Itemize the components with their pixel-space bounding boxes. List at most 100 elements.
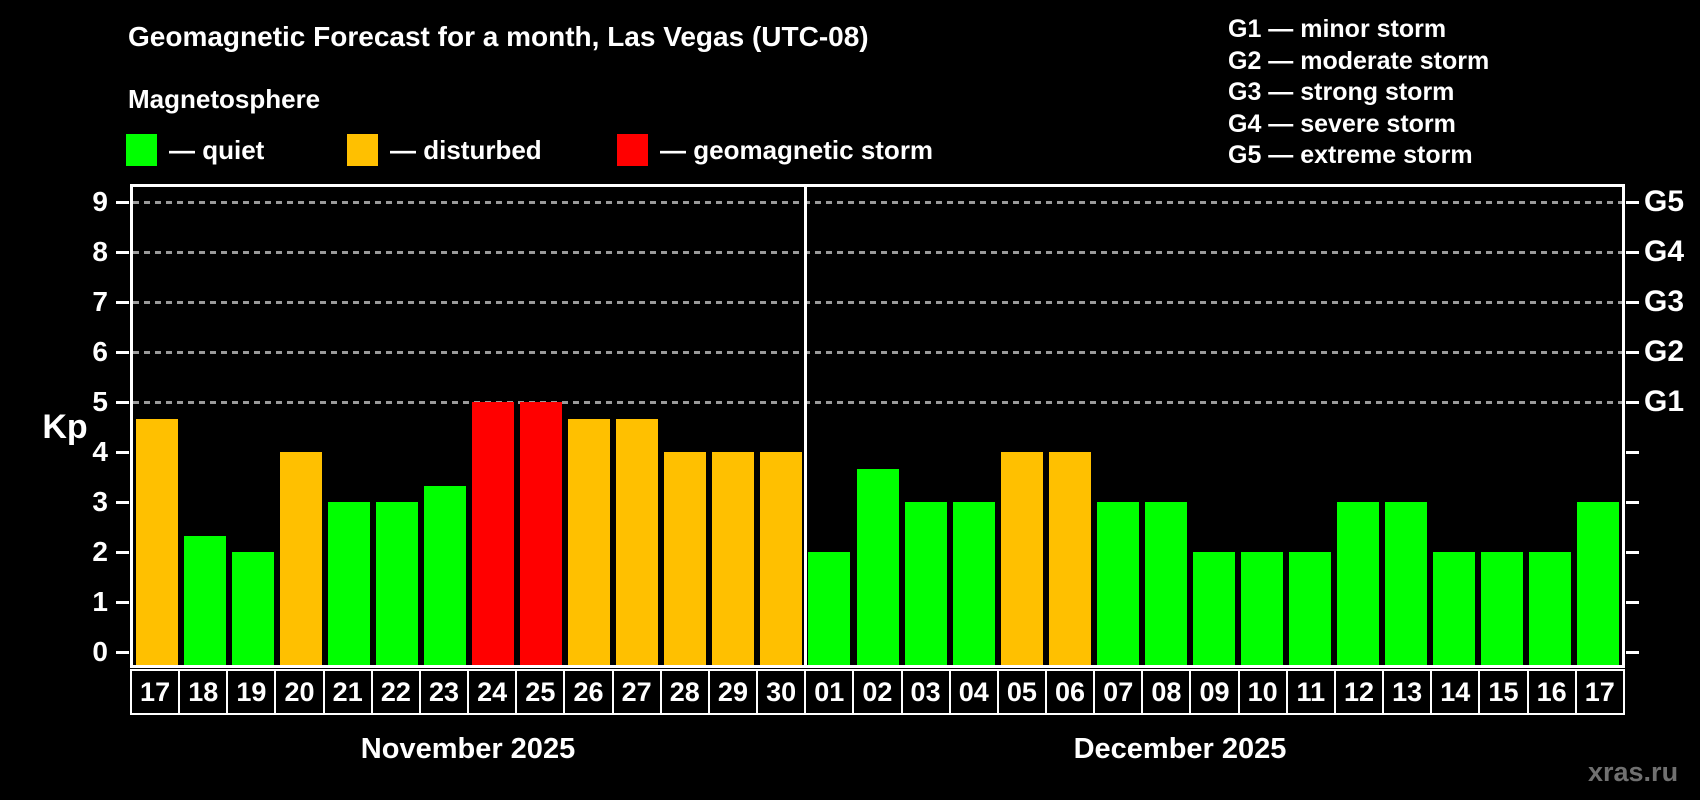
y-axis-tick-right-3 [1626, 501, 1639, 504]
y-axis-label-9: 9 [92, 186, 108, 217]
day-label-december-15: 15 [1478, 669, 1529, 715]
day-label-november-18: 18 [178, 669, 229, 715]
bar-november-20 [280, 452, 323, 665]
bar-december-08 [1144, 502, 1187, 665]
y-axis-label-5: 5 [92, 386, 108, 417]
bar-november-23 [424, 485, 467, 665]
chart-subtitle: Magnetosphere [128, 84, 321, 114]
bar-december-02 [856, 468, 899, 665]
legend-item-quiet: — quiet [126, 133, 264, 167]
day-label-december-12: 12 [1333, 669, 1385, 715]
day-label-december-10: 10 [1237, 669, 1288, 715]
bar-december-06 [1048, 452, 1091, 665]
y-axis-tick-right-5 [1626, 401, 1639, 404]
day-label-november-25: 25 [515, 669, 566, 715]
day-label-december-03: 03 [900, 669, 951, 715]
day-label-december-02: 02 [852, 669, 903, 715]
g2-legend-line: G2 — moderate storm [1228, 46, 1490, 75]
day-label-november-23: 23 [418, 669, 470, 715]
gridline-kp7 [133, 301, 1622, 304]
g3-legend-line: G3 — strong storm [1228, 78, 1455, 107]
y-axis-tick-left-0 [116, 651, 129, 654]
gridline-kp6 [133, 351, 1622, 354]
month-label-november: November 2025 [360, 733, 576, 765]
day-label-december-14: 14 [1430, 669, 1481, 715]
y-axis-label-0: 0 [92, 636, 108, 667]
day-label-november-20: 20 [274, 669, 325, 715]
bar-december-13 [1384, 502, 1427, 665]
g-axis-label-g3: G3 [1644, 285, 1685, 318]
day-label-november-19: 19 [226, 669, 277, 715]
y-axis-label-4: 4 [92, 436, 108, 467]
bar-december-04 [952, 502, 995, 665]
g-axis-label-g2: G2 [1644, 335, 1685, 368]
bar-november-26 [568, 418, 611, 665]
y-axis-tick-left-8 [116, 251, 129, 254]
g5-legend-line: G5 — extreme storm [1228, 141, 1473, 170]
legend-storm-label: — geomagnetic storm [660, 134, 934, 165]
y-axis-tick-right-9 [1626, 201, 1639, 204]
bar-november-28 [664, 452, 707, 665]
y-axis-label-8: 8 [92, 236, 108, 267]
gridline-kp8 [133, 251, 1622, 254]
day-label-december-07: 07 [1093, 669, 1144, 715]
bar-december-03 [904, 502, 947, 665]
plot-frame [130, 184, 1625, 668]
bar-december-05 [1000, 452, 1043, 665]
bar-november-19 [232, 552, 275, 665]
bar-november-27 [616, 418, 659, 665]
day-label-december-16: 16 [1526, 669, 1577, 715]
y-axis-tick-left-1 [116, 601, 129, 604]
bar-november-17 [136, 418, 179, 665]
bar-december-17 [1576, 502, 1619, 665]
bar-november-30 [760, 452, 803, 665]
chart-title: Geomagnetic Forecast for a month, Las Ve… [128, 21, 869, 52]
y-axis-label-6: 6 [92, 336, 108, 367]
y-axis-tick-left-9 [116, 201, 129, 204]
y-axis-tick-right-2 [1626, 551, 1639, 554]
bar-november-24 [472, 402, 515, 665]
bar-december-12 [1336, 502, 1379, 665]
y-axis-label-3: 3 [92, 486, 108, 517]
gridline-kp5 [133, 401, 1622, 404]
y-axis-tick-right-7 [1626, 301, 1639, 304]
y-axis-label-2: 2 [92, 536, 108, 567]
day-label-december-05: 05 [996, 669, 1047, 715]
legend-item-storm: — geomagnetic storm [617, 133, 933, 167]
bar-november-25 [520, 402, 563, 665]
disturbed-swatch-icon [347, 134, 378, 166]
bar-december-09 [1192, 552, 1235, 665]
y-axis-tick-left-2 [116, 551, 129, 554]
g4-legend-line: G4 — severe storm [1228, 109, 1456, 138]
y-axis-tick-right-6 [1626, 351, 1639, 354]
legend-disturbed-label: — disturbed [390, 134, 542, 165]
bar-december-10 [1240, 552, 1283, 665]
legend-quiet-label: — quiet [169, 134, 265, 165]
watermark: xras.ru [1588, 757, 1679, 787]
day-label-december-17: 17 [1574, 669, 1625, 715]
storm-swatch-icon [617, 134, 648, 166]
g-axis-label-g4: G4 [1644, 235, 1685, 268]
day-label-december-09: 09 [1189, 669, 1240, 715]
bar-december-07 [1096, 502, 1139, 665]
quiet-swatch-icon [126, 134, 157, 166]
bar-december-15 [1480, 552, 1523, 665]
bar-december-14 [1432, 552, 1475, 665]
day-label-december-11: 11 [1285, 669, 1336, 715]
day-label-december-01: 01 [804, 669, 855, 715]
gridline-kp9 [133, 201, 1622, 204]
bar-november-29 [712, 452, 755, 665]
y-axis-tick-left-7 [116, 301, 129, 304]
day-label-november-29: 29 [707, 669, 759, 715]
day-label-november-28: 28 [659, 669, 710, 715]
day-label-november-30: 30 [756, 669, 807, 715]
day-axis-row: 17 18 19 20 21 22 23 24 25 26 27 28 29 30 01 02 03 04 05 06… [130, 669, 1625, 715]
y-axis-tick-right-4 [1626, 451, 1639, 454]
bar-november-21 [328, 502, 371, 665]
y-axis-tick-left-3 [116, 501, 129, 504]
y-axis-label-7: 7 [92, 286, 108, 317]
g-axis-label-g5: G5 [1644, 185, 1685, 218]
day-label-november-21: 21 [322, 669, 373, 715]
day-label-december-06: 06 [1044, 669, 1096, 715]
bar-december-01 [808, 552, 851, 665]
